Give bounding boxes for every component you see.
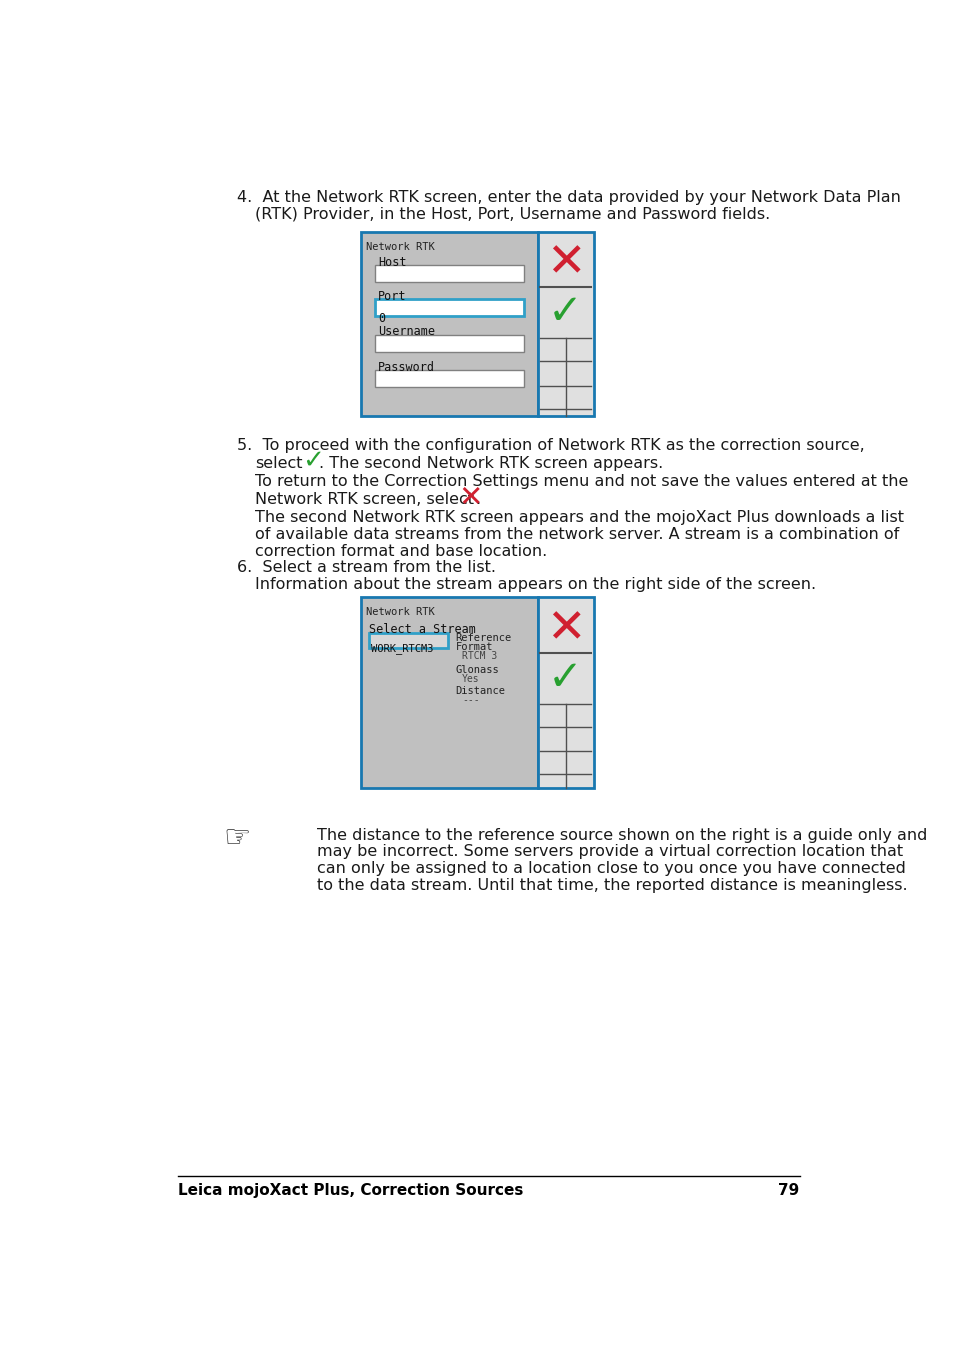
Text: correction format and base location.: correction format and base location. (254, 544, 547, 560)
Text: Password: Password (377, 361, 435, 375)
Text: Host: Host (377, 256, 406, 269)
Text: 79: 79 (778, 1183, 799, 1198)
Text: ✕: ✕ (545, 242, 585, 287)
Text: Leica mojoXact Plus, Correction Sources: Leica mojoXact Plus, Correction Sources (178, 1183, 523, 1198)
Text: ☞: ☞ (223, 823, 251, 853)
Text: can only be assigned to a location close to you once you have connected: can only be assigned to a location close… (316, 861, 904, 876)
Text: Network RTK screen, select: Network RTK screen, select (254, 492, 474, 507)
Text: ✓: ✓ (548, 292, 582, 334)
Text: of available data streams from the network server. A stream is a combination of: of available data streams from the netwo… (254, 527, 898, 542)
Text: ---: --- (461, 695, 479, 706)
Text: may be incorrect. Some servers provide a virtual correction location that: may be incorrect. Some servers provide a… (316, 845, 902, 860)
Text: 0: 0 (377, 312, 385, 326)
Text: ✓: ✓ (302, 448, 324, 475)
Text: Network RTK: Network RTK (365, 607, 434, 618)
Bar (375, 335, 523, 352)
Text: To return to the Correction Settings menu and not save the values entered at the: To return to the Correction Settings men… (254, 475, 907, 489)
Text: Glonass: Glonass (456, 665, 498, 675)
Text: to the data stream. Until that time, the reported distance is meaningless.: to the data stream. Until that time, the… (316, 879, 906, 894)
Text: The distance to the reference source shown on the right is a guide only and: The distance to the reference source sho… (316, 827, 926, 842)
Text: Information about the stream appears on the right side of the screen.: Information about the stream appears on … (254, 576, 815, 592)
Text: Port: Port (377, 291, 406, 303)
Bar (537, 231, 593, 416)
Text: 6.  Select a stream from the list.: 6. Select a stream from the list. (236, 560, 496, 575)
Bar (375, 265, 523, 283)
Text: ✓: ✓ (548, 657, 582, 699)
Bar (360, 598, 537, 788)
Text: Reference: Reference (456, 633, 512, 642)
Text: WORK_RTCM3: WORK_RTCM3 (371, 644, 434, 654)
Text: Select a Stream: Select a Stream (369, 623, 476, 635)
Text: Format: Format (456, 642, 493, 652)
Text: ✕: ✕ (458, 483, 482, 511)
Text: . The second Network RTK screen appears.: . The second Network RTK screen appears. (319, 456, 662, 470)
Text: Yes: Yes (461, 675, 479, 684)
Text: .: . (475, 492, 479, 507)
Text: Network RTK: Network RTK (365, 242, 434, 251)
Text: ✕: ✕ (545, 607, 585, 652)
Bar (369, 633, 447, 648)
Bar (537, 598, 593, 788)
Text: 4.  At the Network RTK screen, enter the data provided by your Network Data Plan: 4. At the Network RTK screen, enter the … (236, 191, 900, 206)
Text: The second Network RTK screen appears and the mojoXact Plus downloads a list: The second Network RTK screen appears an… (254, 510, 902, 526)
Text: (RTK) Provider, in the Host, Port, Username and Password fields.: (RTK) Provider, in the Host, Port, Usern… (254, 206, 769, 222)
Text: RTCM 3: RTCM 3 (461, 652, 497, 661)
Text: select: select (254, 456, 302, 470)
Text: 5.  To proceed with the configuration of Network RTK as the correction source,: 5. To proceed with the configuration of … (236, 438, 863, 453)
Bar (375, 370, 523, 387)
Text: Distance: Distance (456, 685, 505, 696)
Bar (360, 231, 537, 416)
Text: Username: Username (377, 326, 435, 338)
Bar (375, 299, 523, 316)
